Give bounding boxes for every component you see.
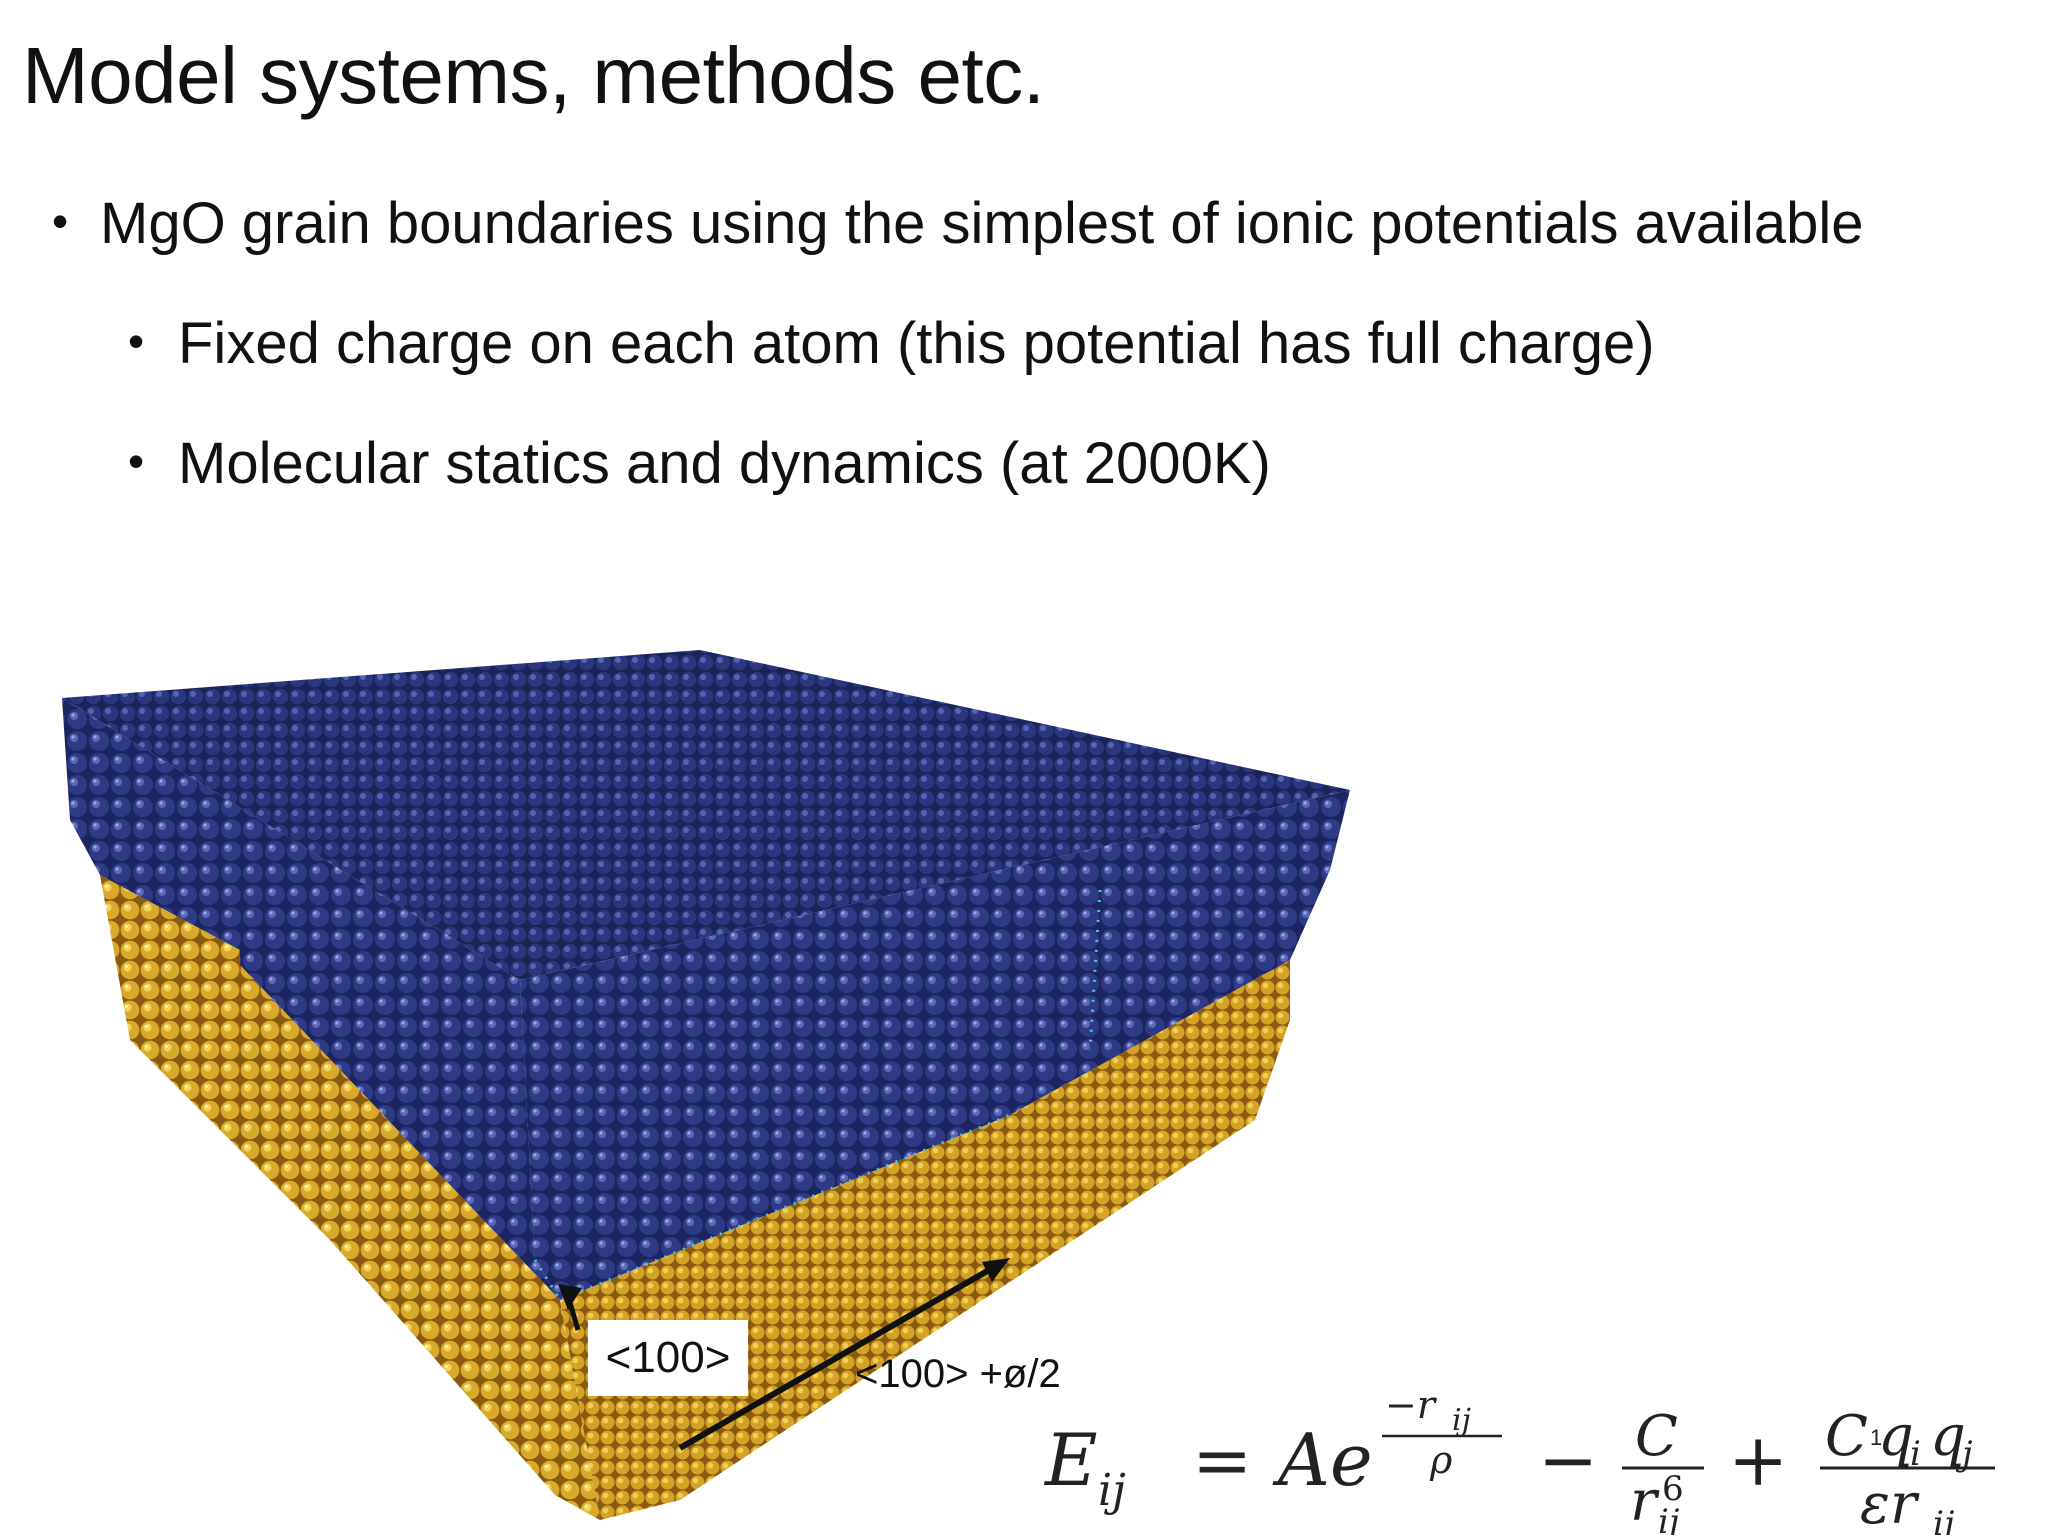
bullet-text-1: MgO grain boundaries using the simplest …: [100, 191, 1864, 256]
slide-title: Model systems, methods etc.: [22, 31, 1045, 120]
eq-frac3-qi: q: [1878, 1404, 1914, 1469]
bullet-item-1: • MgO grain boundaries using the simplest…: [52, 190, 1864, 257]
bullet-item-2: • Fixed charge on each atom (this potenti…: [128, 310, 1655, 377]
bullet-text-2: Fixed charge on each atom (this potentia…: [178, 311, 1655, 376]
eq-lhs: E: [1043, 1418, 1098, 1502]
eq-frac2-den-sub: ij: [1658, 1502, 1680, 1535]
eq-frac3-den: εr: [1860, 1472, 1920, 1535]
bullet-item-3: • Molecular statics and dynamics (at 2000…: [128, 430, 1271, 497]
axis-arrow-diagonal: [678, 1263, 998, 1451]
eq-lhs-sub: ij: [1098, 1465, 1126, 1516]
eq-equals: =: [1192, 1418, 1252, 1502]
eq-exp-num: −r: [1385, 1385, 1438, 1427]
top-grain-top-face: [62, 650, 1350, 980]
eq-minus: −: [1538, 1418, 1598, 1502]
potential-equation: E ij = A e −r ij ρ − C r 6 ij + C q i q …: [1043, 1385, 1995, 1535]
eq-frac3-qj: q: [1930, 1404, 1966, 1469]
eq-frac3-qi-sub: i: [1910, 1434, 1921, 1474]
eq-e: e: [1330, 1418, 1373, 1502]
bullet-glyph: •: [128, 435, 145, 487]
eq-exp-num-sub: ij: [1452, 1403, 1471, 1438]
arrow-head: [558, 1284, 582, 1310]
top-grain-right-face: [520, 790, 1350, 1300]
arrow-head: [982, 1258, 1010, 1282]
eq-exp-den: ρ: [1429, 1438, 1453, 1482]
bottom-grain-left-face: [100, 875, 600, 1520]
bullet-glyph: •: [52, 195, 69, 247]
axis-label-100: <100>: [588, 1320, 748, 1396]
eq-frac2-den-sup: 6: [1662, 1469, 1684, 1509]
bullet-glyph: •: [128, 315, 145, 367]
eq-A: A: [1272, 1418, 1330, 1502]
eq-frac3-den-sub: ij: [1933, 1504, 1955, 1535]
eq-frac2-num: C: [1635, 1404, 1678, 1469]
eq-frac3-C: C: [1825, 1404, 1868, 1469]
bullet-text-3: Molecular statics and dynamics (at 2000K…: [178, 431, 1271, 496]
eq-plus: +: [1728, 1418, 1788, 1502]
grain-boundary-line: [533, 1113, 1011, 1302]
axis-label-diagonal: <100> +ø/2: [855, 1352, 1061, 1396]
eq-frac2-den: r: [1630, 1469, 1660, 1534]
bicrystal-rendering: [62, 650, 1350, 1520]
grain-boundary-line: [1088, 889, 1102, 1051]
slide-page-number: 1: [1870, 1425, 1882, 1450]
top-grain-left-face: [62, 698, 560, 1300]
